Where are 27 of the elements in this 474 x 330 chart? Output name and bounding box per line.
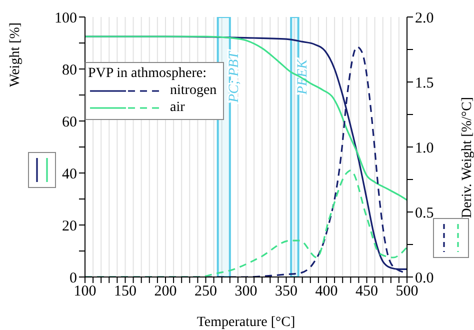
y2-tick-label: 0.0 bbox=[415, 270, 434, 286]
x-tick-label: 100 bbox=[74, 284, 96, 300]
x-tick-label: 150 bbox=[114, 284, 136, 300]
y2-axis-title: Deriv. Weight [%/°C] bbox=[460, 97, 474, 218]
y2-tick-label: 0.5 bbox=[415, 205, 434, 222]
x-tick-label: 450 bbox=[356, 284, 378, 300]
y2-tick-label: 1.5 bbox=[415, 75, 434, 92]
y-tick-label: 60 bbox=[62, 114, 77, 130]
x-tick-label: 200 bbox=[154, 284, 177, 300]
legend-label: air bbox=[170, 99, 185, 116]
x-tick-label: 500 bbox=[396, 284, 418, 300]
x-tick-label: 250 bbox=[194, 284, 217, 300]
x-tick-label: 300 bbox=[234, 284, 258, 300]
x-tick-label: 400 bbox=[315, 284, 338, 300]
y-tick-label: 80 bbox=[62, 62, 77, 78]
y-axis-title: Weight [%] bbox=[8, 22, 23, 87]
y-tick-label: 100 bbox=[54, 10, 77, 26]
y-tick-label: 40 bbox=[62, 166, 77, 182]
y-tick-label: 20 bbox=[62, 218, 77, 234]
legend-title: PVP in athmosphere: bbox=[88, 65, 208, 82]
y2-tick-label: 2.0 bbox=[415, 10, 434, 26]
x-tick-label: 350 bbox=[275, 284, 298, 300]
line-series bbox=[85, 36, 407, 201]
x-axis-title: Temperature [°C] bbox=[196, 315, 296, 330]
y2-tick-label: 1.0 bbox=[415, 140, 434, 156]
y-tick-label: 0 bbox=[70, 270, 77, 286]
legend-label: nitrogen bbox=[170, 82, 217, 99]
